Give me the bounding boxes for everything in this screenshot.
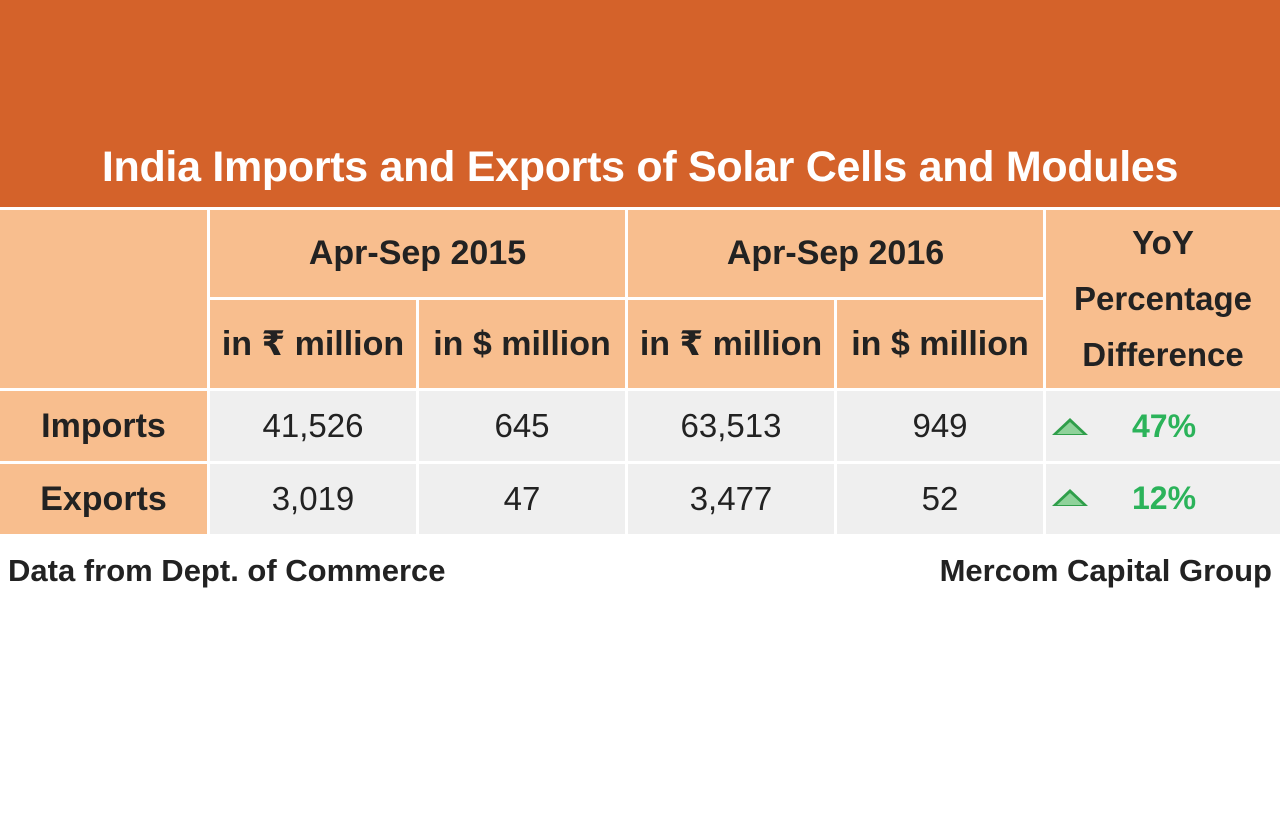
- unit-header-2015-usd: in $ million: [419, 300, 625, 388]
- period-header-2015: Apr-Sep 2015: [210, 210, 625, 297]
- exports-2015-inr: 3,019: [210, 464, 416, 534]
- unit-header-2016-inr: in ₹ million: [628, 300, 834, 388]
- yoy-header-line-3: Difference: [1082, 336, 1244, 373]
- yoy-header-line-1: YoY: [1132, 224, 1194, 261]
- unit-header-2015-inr: in ₹ million: [210, 300, 416, 388]
- source-note: Data from Dept. of Commerce: [8, 553, 446, 588]
- exports-2016-usd: 52: [837, 464, 1043, 534]
- unit-header-2016-usd: in $ million: [837, 300, 1043, 388]
- imports-yoy-value: 47%: [1132, 408, 1197, 444]
- yoy-header-line-2: Percentage: [1074, 280, 1252, 317]
- up-arrow-icon: [1052, 418, 1088, 435]
- period-header-2016: Apr-Sep 2016: [628, 210, 1043, 297]
- imports-2015-inr: 41,526: [210, 391, 416, 461]
- imports-2016-usd: 949: [837, 391, 1043, 461]
- exports-2016-inr: 3,477: [628, 464, 834, 534]
- chart-title: India Imports and Exports of Solar Cells…: [101, 143, 1179, 191]
- row-label-imports: Imports: [0, 391, 207, 461]
- up-arrow-icon: [1052, 489, 1088, 506]
- corner-header-cell: [0, 210, 207, 388]
- yoy-header: YoY Percentage Difference: [1046, 210, 1280, 388]
- imports-2016-inr: 63,513: [628, 391, 834, 461]
- row-label-exports: Exports: [0, 464, 207, 534]
- title-banner: India Imports and Exports of Solar Cells…: [0, 0, 1280, 207]
- imports-2015-usd: 645: [419, 391, 625, 461]
- exports-yoy-value: 12%: [1132, 480, 1197, 516]
- credit-note: Mercom Capital Group: [939, 553, 1272, 588]
- exports-2015-usd: 47: [419, 464, 625, 534]
